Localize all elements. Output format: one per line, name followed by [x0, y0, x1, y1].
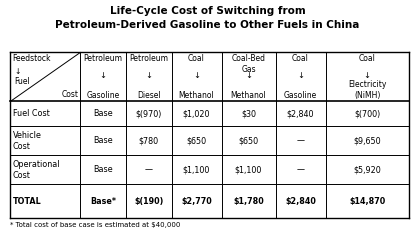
Text: Diesel: Diesel: [137, 91, 161, 100]
Text: ↓: ↓: [145, 71, 152, 80]
Text: $(700): $(700): [354, 109, 380, 118]
Text: ↓: ↓: [364, 71, 371, 80]
Text: Methanol: Methanol: [231, 91, 266, 100]
Text: $650: $650: [186, 136, 207, 145]
Text: Coal: Coal: [188, 54, 205, 63]
Text: Life-Cycle Cost of Switching from: Life-Cycle Cost of Switching from: [110, 6, 305, 16]
Text: —: —: [145, 165, 153, 174]
Text: Gasoline: Gasoline: [284, 91, 317, 100]
Text: Cost: Cost: [62, 90, 79, 99]
Text: $9,650: $9,650: [353, 136, 381, 145]
Text: $2,770: $2,770: [181, 197, 212, 206]
Text: ↓
Fuel: ↓ Fuel: [15, 67, 30, 87]
Text: $1,100: $1,100: [183, 165, 210, 174]
Text: $(190): $(190): [134, 197, 164, 206]
Text: Petroleum: Petroleum: [83, 54, 122, 63]
Text: Petroleum: Petroleum: [129, 54, 168, 63]
Text: Fuel Cost: Fuel Cost: [13, 109, 50, 118]
Text: Base: Base: [93, 136, 113, 145]
Text: $650: $650: [239, 136, 259, 145]
Text: $30: $30: [241, 109, 256, 118]
Text: $1,780: $1,780: [233, 197, 264, 206]
Text: Base: Base: [93, 109, 113, 118]
Text: Petroleum-Derived Gasoline to Other Fuels in China: Petroleum-Derived Gasoline to Other Fuel…: [55, 20, 360, 30]
Text: Electricity
(NiMH): Electricity (NiMH): [348, 80, 386, 100]
Text: Operational
Cost: Operational Cost: [13, 160, 60, 180]
Text: * Total cost of base case is estimated at $40,000: * Total cost of base case is estimated a…: [10, 222, 181, 228]
Text: ↓: ↓: [245, 71, 252, 80]
Text: $780: $780: [139, 136, 159, 145]
Text: $(970): $(970): [136, 109, 162, 118]
Text: ↓: ↓: [193, 71, 200, 80]
Text: Vehicle
Cost: Vehicle Cost: [13, 131, 42, 151]
Text: Coal-Bed
Gas: Coal-Bed Gas: [232, 54, 266, 74]
Text: Base: Base: [93, 165, 113, 174]
Text: $1,020: $1,020: [183, 109, 210, 118]
Text: Coal: Coal: [292, 54, 309, 63]
Text: Methanol: Methanol: [178, 91, 215, 100]
Text: $5,920: $5,920: [353, 165, 381, 174]
Text: $2,840: $2,840: [287, 109, 314, 118]
Text: ↓: ↓: [100, 71, 107, 80]
Text: $1,100: $1,100: [235, 165, 262, 174]
Text: $2,840: $2,840: [285, 197, 316, 206]
Text: Gasoline: Gasoline: [86, 91, 120, 100]
Text: $14,870: $14,870: [349, 197, 385, 206]
Text: ↓: ↓: [297, 71, 304, 80]
Text: —: —: [297, 165, 305, 174]
Text: Base*: Base*: [90, 197, 116, 206]
Text: Feedstock: Feedstock: [12, 54, 51, 63]
Text: TOTAL: TOTAL: [13, 197, 42, 206]
Text: —: —: [297, 136, 305, 145]
Text: Coal: Coal: [359, 54, 376, 63]
